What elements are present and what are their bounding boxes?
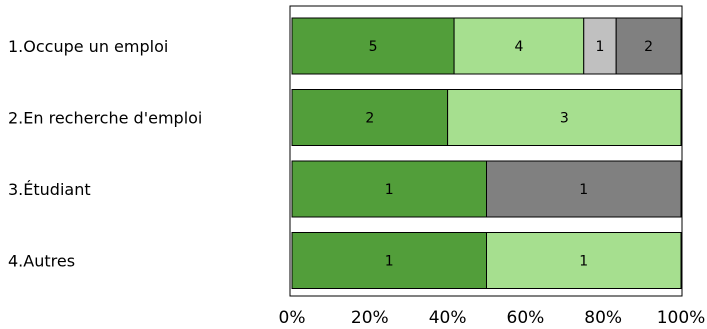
data-label: 5 — [369, 39, 378, 55]
bar-segment — [291, 160, 487, 218]
data-label: 1 — [579, 182, 588, 198]
category-label: 2.En recherche d'emploi — [8, 109, 202, 128]
bar-segment — [486, 232, 682, 289]
bars: 5 4 1 2 2 3 1 1 1 1 — [291, 17, 682, 289]
x-tick-label: 0% — [279, 308, 306, 328]
x-tick-label: 80% — [584, 308, 622, 328]
bar-segment — [291, 89, 449, 146]
plot-frame — [289, 5, 683, 297]
data-label: 4 — [514, 39, 523, 55]
bar-segment — [447, 89, 682, 146]
x-tick-label: 100% — [657, 308, 706, 328]
data-label: 1 — [579, 254, 588, 270]
x-tick-label: 40% — [429, 308, 467, 328]
bar-segment — [291, 17, 455, 75]
data-label: 2 — [644, 39, 653, 55]
x-tick-label: 20% — [351, 308, 389, 328]
bar-segment — [291, 232, 487, 289]
bar-segment — [453, 17, 585, 75]
category-label: 4.Autres — [8, 252, 75, 271]
category-labels: 1.Occupe un emploi 2.En recherche d'emplo… — [8, 37, 202, 271]
category-label: 1.Occupe un emploi — [8, 37, 168, 56]
x-axis-tick-labels: 0% 20% 40% 60% 80% 100% — [279, 308, 706, 328]
bar-segment — [615, 17, 682, 75]
data-label: 1 — [595, 39, 604, 55]
data-label: 2 — [365, 111, 374, 127]
data-label: 3 — [560, 111, 569, 127]
x-tick-label: 60% — [507, 308, 545, 328]
category-label: 3.Étudiant — [8, 180, 91, 199]
data-label: 1 — [385, 182, 394, 198]
bar-segment — [486, 160, 682, 218]
data-label: 1 — [385, 254, 394, 270]
